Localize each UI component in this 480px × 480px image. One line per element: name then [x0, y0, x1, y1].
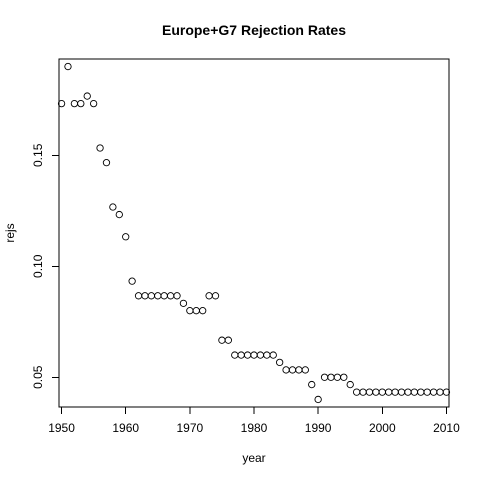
data-point: [327, 373, 335, 381]
data-point: [64, 62, 72, 71]
data-point: [269, 351, 277, 359]
x-tick-label: 2010: [433, 421, 460, 435]
y-tick-label: 0.10: [31, 254, 45, 278]
data-point: [211, 292, 220, 300]
data-point: [282, 366, 290, 374]
data-point: [346, 380, 354, 389]
plot-frame: [58, 58, 450, 408]
data-point: [276, 358, 284, 367]
data-point: [359, 388, 367, 396]
data-point: [224, 336, 232, 344]
data-point: [385, 388, 393, 396]
data-point: [295, 366, 303, 374]
data-point: [160, 292, 168, 300]
data-point: [134, 292, 143, 300]
data-point: [237, 351, 245, 359]
x-axis-label: year: [242, 451, 265, 465]
data-point: [391, 388, 399, 396]
x-tick-label: 1990: [305, 421, 332, 435]
data-point: [77, 99, 85, 108]
data-point: [122, 233, 130, 241]
data-point: [340, 373, 348, 381]
data-point: [83, 92, 91, 100]
chart-title: Europe+G7 Rejection Rates: [162, 22, 346, 38]
data-point: [199, 307, 207, 315]
data-point: [57, 99, 66, 108]
x-tick-label: 1960: [112, 421, 139, 435]
data-point: [256, 351, 265, 359]
data-point: [250, 351, 258, 359]
data-point: [128, 277, 136, 285]
data-point: [417, 388, 425, 396]
data-point: [423, 388, 431, 396]
y-axis: 0.05 0.10 0.15: [31, 143, 60, 389]
data-point: [352, 388, 361, 396]
data-point: [205, 292, 213, 300]
data-point: [320, 373, 329, 381]
y-tick-label: 0.05: [31, 365, 45, 389]
data-point: [141, 292, 149, 300]
y-axis-label: rejs: [3, 223, 17, 242]
data-point: [314, 395, 322, 404]
data-point: [115, 210, 123, 219]
data-point: [109, 203, 117, 211]
data-point: [231, 351, 239, 359]
data-point: [179, 299, 188, 308]
data-point: [378, 388, 386, 396]
data-point: [333, 373, 342, 381]
data-point: [147, 292, 156, 300]
data-point: [70, 99, 79, 108]
data-point: [442, 388, 451, 396]
data-point: [96, 144, 104, 152]
data-point: [429, 388, 438, 396]
data-point: [410, 388, 419, 396]
data-point: [397, 388, 406, 396]
data-point: [166, 292, 175, 300]
data-point: [372, 388, 380, 396]
y-tick-label: 0.15: [31, 143, 45, 167]
data-point: [308, 380, 316, 389]
data-point: [365, 388, 374, 396]
x-tick-label: 1970: [177, 421, 204, 435]
data-points: [57, 62, 451, 404]
data-point: [243, 351, 252, 359]
data-point: [102, 158, 111, 167]
data-point: [404, 388, 412, 396]
data-point: [301, 366, 309, 374]
data-point: [173, 292, 181, 300]
data-point: [154, 292, 162, 300]
x-tick-label: 1980: [241, 421, 268, 435]
x-tick-label: 1950: [48, 421, 75, 435]
data-point: [263, 351, 271, 359]
data-point: [288, 366, 297, 374]
data-point: [192, 307, 200, 315]
x-axis: 1950 1960 1970 1980 1990 2000 2010: [48, 406, 460, 435]
data-point: [436, 388, 444, 396]
data-point: [89, 99, 98, 108]
data-point: [218, 336, 226, 344]
data-point: [186, 307, 194, 315]
x-tick-label: 2000: [369, 421, 396, 435]
